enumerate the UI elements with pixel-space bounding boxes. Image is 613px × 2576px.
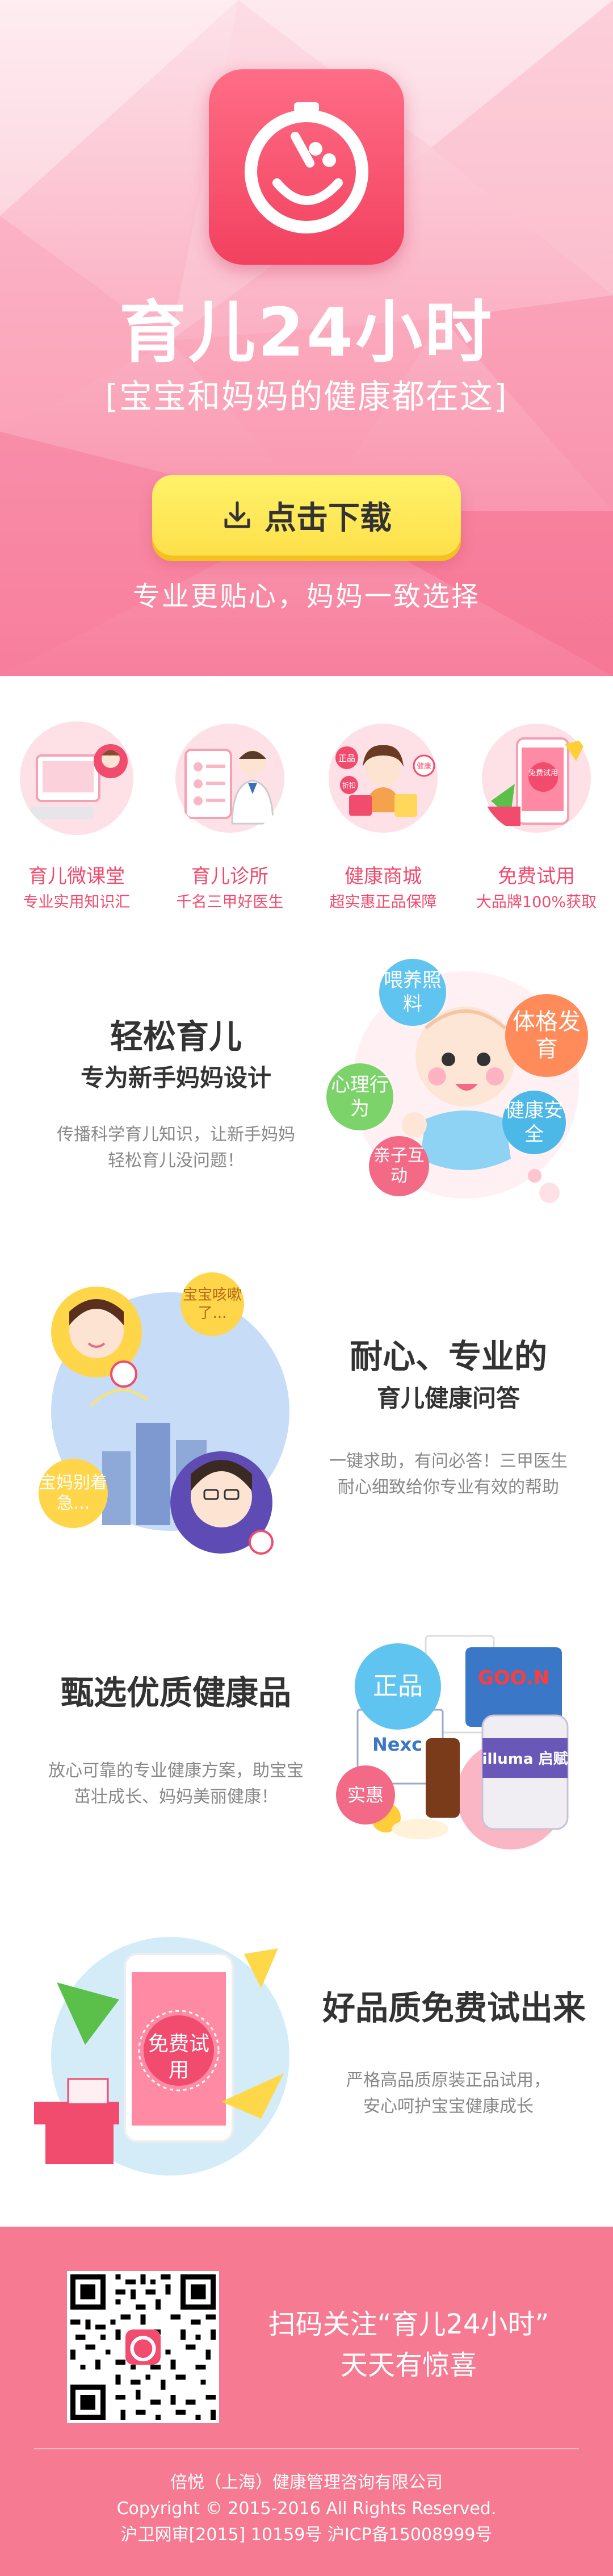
- doctor-icon: [175, 724, 284, 833]
- section-subtitle: 育儿健康问答: [376, 1384, 520, 1412]
- tag-discount: 折扣: [342, 781, 356, 790]
- hero-slogan: 专业更贴心，妈妈一致选择: [132, 581, 480, 612]
- bubble-growth: 体格发育: [505, 994, 588, 1077]
- feature-title: 免费试用: [498, 865, 575, 888]
- products-illustration: GOO.N illuma 启赋 Nexc: [356, 1635, 569, 1849]
- badge-value: 实惠: [336, 1765, 395, 1825]
- product-illuma-label: illuma 启赋: [482, 1750, 568, 1768]
- feature-desc: 超实惠正品保障: [329, 894, 437, 911]
- download-button[interactable]: 点击下载: [152, 475, 461, 556]
- phone-trial-tag: 免费试用: [148, 2032, 209, 2082]
- feature-title: 健康商城: [345, 865, 422, 888]
- section-desc-line2: 耐心细致给你专业有效的帮助: [338, 1477, 559, 1497]
- feature-clinic[interactable]: 育儿诊所 千名三甲好医生: [153, 704, 306, 920]
- features-row: 育儿微课堂 专业实用知识汇 育儿诊所 千名三甲好医生: [0, 704, 613, 920]
- license-text: 沪卫网审[2015] 10159号 沪ICP备15008999号: [120, 2525, 493, 2545]
- footer: 扫码关注“育儿24小时” 天天有惊喜 倍悦（上海）健康管理咨询有限公司 Copy…: [0, 2227, 613, 2576]
- clock-smile-icon: [245, 102, 368, 233]
- scan-prompt-line1: 扫码关注“育儿24小时”: [268, 2308, 549, 2340]
- section-desc-line2: 轻松育儿没问题！: [108, 1151, 244, 1171]
- app-logo: [209, 69, 404, 265]
- section-desc-line1: 放心可靠的专业健康方案，助宝宝: [48, 1761, 304, 1781]
- qr-code-icon: [70, 2274, 216, 2420]
- section-title: 耐心、专业的: [349, 1337, 547, 1376]
- copyright-text: Copyright © 2015-2016 All Rights Reserve…: [116, 2499, 497, 2519]
- free-trial-icon: 免费试用: [482, 724, 591, 833]
- section-title: 甄选优质健康品: [60, 1673, 291, 1712]
- bubble-baby-cough: 宝宝咳嗽了...: [180, 1272, 244, 1336]
- free-trial-illustration: [34, 1937, 289, 2176]
- app-subtitle: [宝宝和妈妈的健康都在这]: [105, 377, 508, 416]
- bubble-parent-child: 亲子互动: [369, 1136, 429, 1196]
- company-name: 倍悦（上海）健康管理咨询有限公司: [170, 2473, 443, 2493]
- trial-tag: 免费试用: [528, 769, 558, 778]
- feature-title: 育儿微课堂: [28, 865, 125, 888]
- section-desc-line1: 传播科学育儿知识，让新手妈妈: [57, 1125, 295, 1145]
- qr-code[interactable]: [67, 2271, 219, 2423]
- section-title: 好品质免费试出来: [322, 1989, 586, 2027]
- section-title: 轻松育儿: [110, 1017, 242, 1056]
- app-title: 育儿24小时: [119, 293, 494, 371]
- section-desc-line2: 茁壮成长、妈妈美丽健康！: [74, 1787, 278, 1807]
- tag-genuine: 正品: [338, 753, 355, 763]
- section-desc-line1: 一键求助，有问必答！三甲医生: [329, 1451, 568, 1471]
- footer-divider: [34, 2448, 579, 2449]
- download-icon: [224, 501, 250, 528]
- bubble-feeding: 喂养照料: [379, 959, 446, 1026]
- shopping-icon: 正品 健康 折扣: [329, 724, 438, 833]
- feature-desc: 大品牌100%获取: [476, 894, 597, 911]
- tag-health: 健康: [417, 762, 431, 771]
- feature-free-trial[interactable]: 免费试用 免费试用 大品牌100%获取: [460, 704, 613, 920]
- classroom-icon: [20, 721, 133, 835]
- bubble-mom-calm: 宝妈别着急...: [39, 1459, 108, 1528]
- feature-desc: 千名三甲好医生: [176, 894, 284, 911]
- qa-illustration: [51, 1287, 289, 1555]
- section-desc-line1: 严格高品质原装正品试用，: [346, 2070, 551, 2090]
- product-goon-label: GOO.N: [478, 1667, 549, 1689]
- feature-title: 育儿诊所: [191, 865, 268, 888]
- section-desc-line2: 安心呵护宝宝健康成长: [363, 2097, 534, 2116]
- feature-desc: 专业实用知识汇: [23, 894, 131, 911]
- bubble-psychology: 心理行为: [326, 1063, 393, 1130]
- product-nex-label: Nexc: [372, 1734, 422, 1755]
- download-label: 点击下载: [264, 499, 392, 537]
- feature-classroom[interactable]: 育儿微课堂 专业实用知识汇: [0, 704, 153, 920]
- bubble-safety: 健康安全: [502, 1091, 566, 1154]
- feature-mall[interactable]: 正品 健康 折扣 健康商城 超实惠正品保障: [306, 704, 460, 920]
- badge-genuine: 正品: [355, 1643, 441, 1730]
- scan-prompt-line2: 天天有惊喜: [340, 2349, 477, 2381]
- hero-section: 育儿24小时 [宝宝和妈妈的健康都在这] 点击下载 专业更贴心，妈妈一致选择: [0, 0, 613, 676]
- section-subtitle: 专为新手妈妈设计: [80, 1064, 271, 1092]
